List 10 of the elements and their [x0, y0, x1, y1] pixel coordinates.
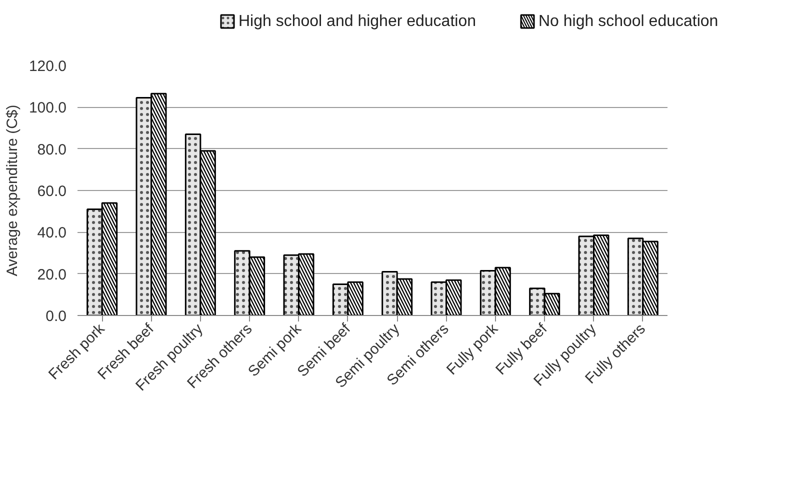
y-tick-label: 120.0 — [28, 58, 67, 75]
legend-label: No high school education — [538, 13, 718, 30]
y-tick-label: 60.0 — [37, 183, 67, 200]
y-tick-label: 20.0 — [37, 266, 67, 284]
y-tick-label: 80.0 — [37, 141, 67, 158]
y-axis-title: Average expenditure (C$) — [4, 104, 21, 276]
y-tick-label: 0.0 — [46, 308, 67, 325]
legend-label: High school and higher education — [238, 13, 476, 30]
y-tick-label: 40.0 — [37, 224, 67, 242]
y-tick-label: 100.0 — [28, 100, 67, 117]
